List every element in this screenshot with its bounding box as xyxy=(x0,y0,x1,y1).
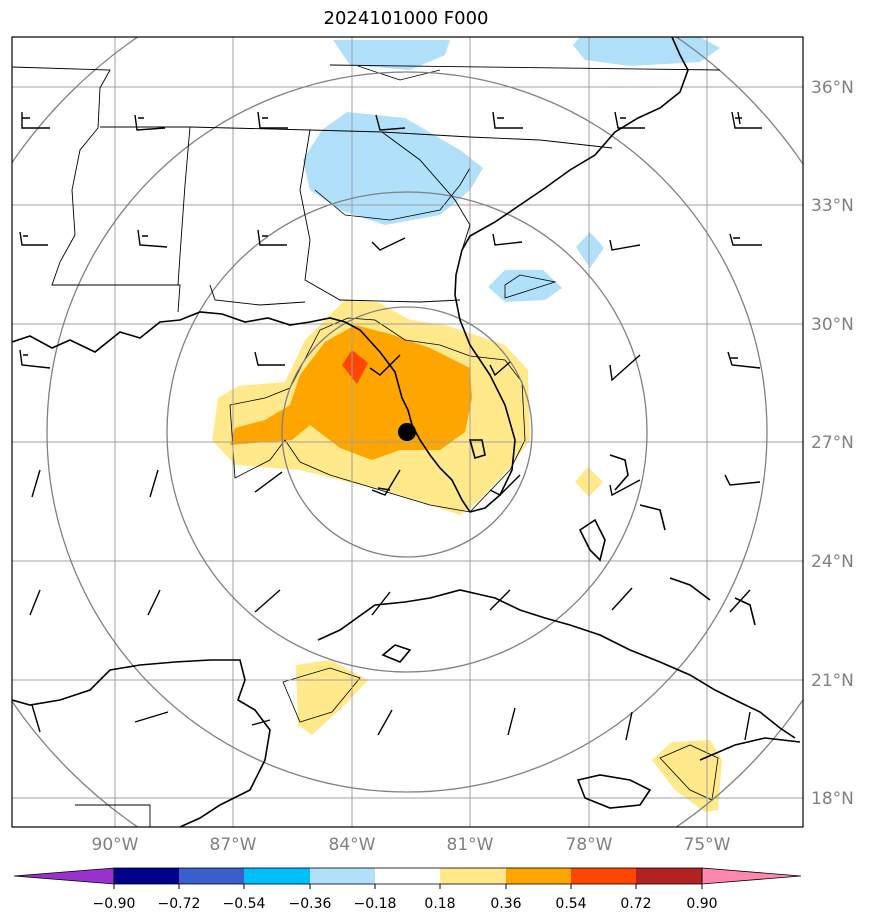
map-title: 2024101000 F000 xyxy=(323,8,489,29)
colorbar-tick-label: 0.18 xyxy=(424,896,455,912)
colorbar-segment xyxy=(636,868,702,884)
lat-label: 30°N xyxy=(811,315,854,335)
lat-label: 33°N xyxy=(811,196,854,216)
lon-label: 84°W xyxy=(329,835,376,855)
colorbar-tick-label: 0.54 xyxy=(555,896,586,912)
lat-lon-grid xyxy=(12,37,803,827)
lat-label: 24°N xyxy=(811,552,854,572)
state-borders xyxy=(12,64,721,827)
positive-anomaly-red xyxy=(342,350,368,384)
lon-label: 78°W xyxy=(566,835,613,855)
lon-label: 90°W xyxy=(92,835,139,855)
negative-anomaly-north xyxy=(333,40,450,70)
colorbar-segment xyxy=(375,868,440,884)
colorbar-ticks xyxy=(113,884,703,889)
negative-anomaly-carolinas xyxy=(303,112,483,225)
colorbar-segment xyxy=(310,868,375,884)
colorbar-segment xyxy=(244,868,310,884)
colorbar-tick-label: −0.54 xyxy=(223,896,266,912)
negative-anomaly-small xyxy=(576,232,604,268)
colorbar-segment xyxy=(13,867,115,885)
lon-label: 75°W xyxy=(684,835,731,855)
colorbar-tick-label: −0.72 xyxy=(158,896,201,912)
colorbar-tick-label: −0.36 xyxy=(289,896,332,912)
colorbar-tick-label: 0.36 xyxy=(490,896,521,912)
colorbar-tick-label: −0.18 xyxy=(354,896,397,912)
lat-label: 36°N xyxy=(811,78,854,98)
lon-label: 87°W xyxy=(210,835,257,855)
colorbar: −0.90 −0.72 −0.54 −0.36 −0.18 0.18 0.36 … xyxy=(13,867,802,912)
colorbar-segment xyxy=(440,868,506,884)
positive-anomaly-gulf xyxy=(296,660,368,735)
colorbar-segment xyxy=(701,867,802,885)
longitude-labels: 90°W 87°W 84°W 81°W 78°W 75°W xyxy=(92,835,731,855)
lon-label: 81°W xyxy=(447,835,494,855)
map-frame xyxy=(11,36,804,828)
colorbar-segment xyxy=(114,868,179,884)
lat-label: 18°N xyxy=(811,789,854,809)
colorbar-segment xyxy=(179,868,244,884)
latitude-labels: 36°N 33°N 30°N 27°N 24°N 21°N 18°N xyxy=(811,78,854,809)
storm-center-marker xyxy=(398,423,416,441)
coastlines xyxy=(12,37,801,827)
colorbar-tick-label: 0.90 xyxy=(686,896,717,912)
colorbar-tick-label: 0.72 xyxy=(620,896,651,912)
wind-barbs xyxy=(19,111,762,741)
colorbar-segment xyxy=(506,868,571,884)
contour-lines xyxy=(229,65,719,801)
colorbar-segment xyxy=(571,868,636,884)
lat-label: 27°N xyxy=(811,433,854,453)
colorbar-tick-label: −0.90 xyxy=(93,896,136,912)
lat-label: 21°N xyxy=(811,671,854,691)
negative-anomaly-atlantic xyxy=(488,270,562,302)
negative-anomaly-northeast xyxy=(573,37,720,66)
shaded-field xyxy=(212,37,722,812)
